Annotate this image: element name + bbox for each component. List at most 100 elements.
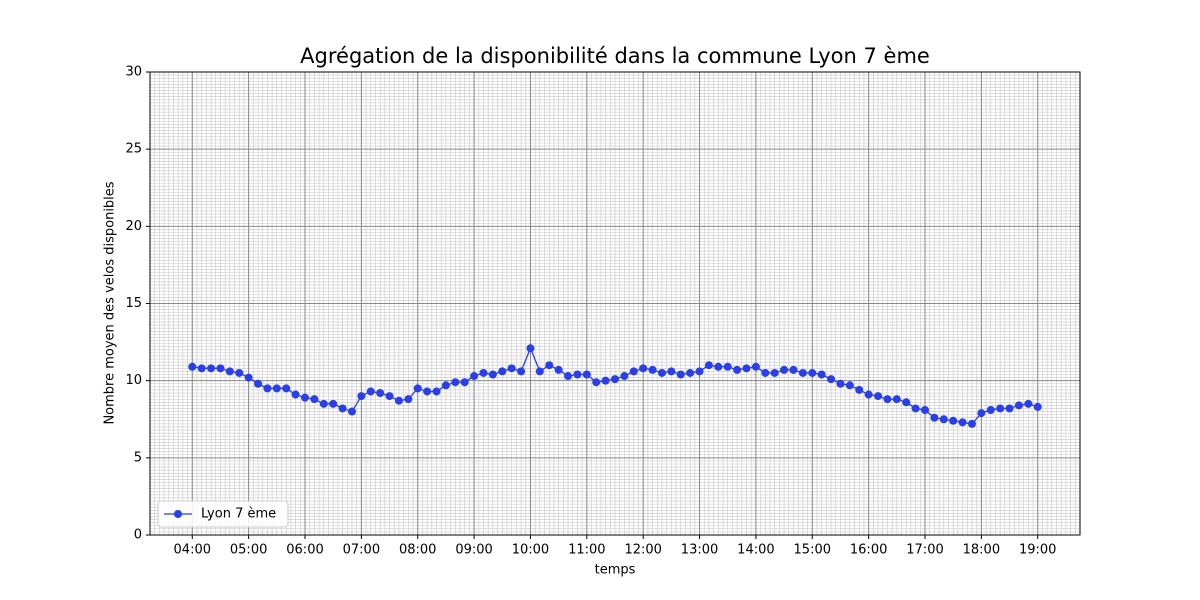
data-point [902, 398, 911, 407]
data-point [526, 344, 535, 353]
data-point [629, 367, 638, 376]
data-point [817, 370, 826, 379]
data-point [620, 372, 629, 381]
data-point [535, 367, 544, 376]
data-point [751, 362, 760, 371]
data-point [883, 395, 892, 404]
data-point [855, 385, 864, 394]
legend-marker [174, 510, 182, 518]
data-point [789, 365, 798, 374]
data-point [686, 368, 695, 377]
x-tick-label: 15:00 [794, 543, 831, 558]
data-point [770, 368, 779, 377]
data-point [413, 384, 422, 393]
data-point [197, 364, 206, 373]
data-point [235, 368, 244, 377]
x-tick-label: 08:00 [399, 543, 436, 558]
y-tick-label: 0 [134, 528, 142, 543]
data-point [1033, 402, 1042, 411]
data-point [892, 395, 901, 404]
data-point [460, 378, 469, 387]
data-point [376, 389, 385, 398]
data-point [921, 405, 929, 414]
y-tick-label: 5 [134, 450, 142, 465]
data-point [564, 372, 573, 381]
data-point [958, 418, 967, 427]
data-point [657, 368, 666, 377]
data-point [864, 390, 873, 399]
data-point [338, 404, 347, 413]
data-point [291, 390, 300, 399]
data-point [216, 364, 225, 373]
data-point [263, 384, 272, 393]
y-axis-label: Nombre moyen des velos disponibles [103, 181, 118, 424]
data-point [498, 367, 507, 376]
x-tick-label: 07:00 [343, 543, 380, 558]
data-point [986, 405, 995, 414]
data-point [836, 379, 845, 388]
x-tick-label: 12:00 [624, 543, 661, 558]
x-tick-label: 19:00 [1019, 543, 1056, 558]
data-point [188, 362, 197, 371]
data-point [714, 362, 723, 371]
data-point [394, 396, 403, 405]
x-tick-label: 11:00 [568, 543, 605, 558]
data-point [704, 361, 713, 370]
y-tick-label: 10 [125, 373, 142, 388]
y-tick-label: 25 [125, 142, 142, 157]
data-point [1005, 404, 1014, 413]
legend-box [157, 500, 289, 528]
x-tick-label: 04:00 [174, 543, 211, 558]
data-point [601, 376, 610, 385]
data-point [1014, 401, 1023, 410]
data-point [949, 416, 958, 425]
y-tick-label: 15 [125, 296, 142, 311]
data-point [385, 392, 394, 401]
data-point [488, 370, 497, 379]
data-point [1024, 399, 1033, 408]
data-point [366, 387, 375, 396]
data-point [780, 365, 789, 374]
data-point [207, 364, 216, 373]
data-point [244, 373, 253, 382]
data-point [808, 368, 817, 377]
data-point [827, 375, 836, 384]
legend: Lyon 7 ème [157, 500, 289, 528]
data-point [347, 407, 356, 416]
data-point [404, 395, 413, 404]
x-tick-label: 18:00 [963, 543, 1000, 558]
data-point [301, 393, 309, 402]
data-point [329, 399, 338, 408]
data-point [798, 368, 807, 377]
data-point [310, 395, 319, 404]
data-point [611, 375, 619, 384]
data-point [695, 367, 704, 376]
data-point [733, 365, 742, 374]
data-point [479, 368, 488, 377]
data-point [254, 379, 263, 388]
data-point [676, 370, 685, 379]
data-point [874, 392, 883, 401]
data-point [225, 367, 234, 376]
data-point [573, 370, 582, 379]
data-point [639, 364, 648, 373]
y-tick-label: 30 [125, 65, 142, 80]
data-point [742, 364, 751, 373]
data-point [648, 365, 657, 374]
y-tick-label: 20 [125, 219, 142, 234]
data-point [845, 381, 854, 390]
chart-title: Agrégation de la disponibilité dans la c… [300, 44, 930, 68]
data-point [545, 361, 554, 370]
x-tick-label: 05:00 [230, 543, 267, 558]
x-tick-label: 17:00 [906, 543, 943, 558]
x-tick-label: 09:00 [455, 543, 492, 558]
data-point [554, 365, 563, 374]
data-point [667, 367, 676, 376]
data-point [451, 378, 460, 387]
data-point [939, 415, 948, 424]
data-point [977, 409, 986, 418]
plot-frame [149, 71, 1081, 536]
legend-label: Lyon 7 ème [201, 507, 276, 522]
x-tick-label: 14:00 [737, 543, 774, 558]
data-point [592, 378, 601, 387]
